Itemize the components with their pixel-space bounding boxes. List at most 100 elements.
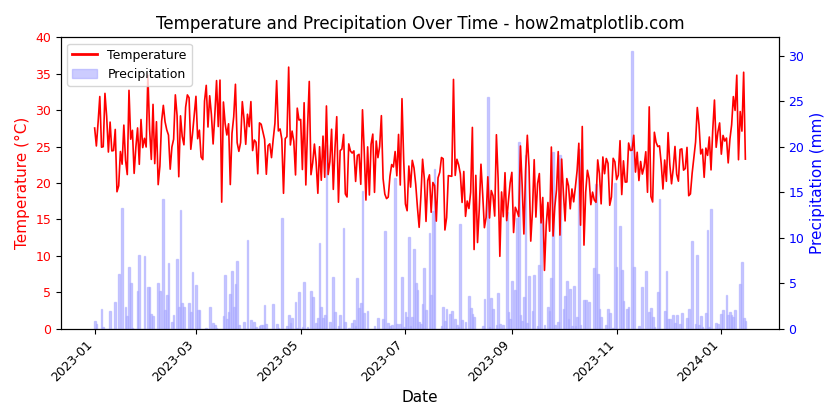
Bar xyxy=(487,97,489,329)
Bar xyxy=(739,284,741,329)
Bar xyxy=(701,327,703,329)
Bar xyxy=(389,326,391,329)
Bar xyxy=(339,315,341,329)
Bar xyxy=(391,325,392,329)
Bar xyxy=(231,270,233,329)
Bar xyxy=(137,291,139,329)
Bar xyxy=(676,315,678,329)
Bar xyxy=(496,325,497,329)
Bar xyxy=(374,326,375,329)
Bar xyxy=(734,310,736,329)
Bar xyxy=(550,278,552,329)
Bar xyxy=(318,243,320,329)
Bar xyxy=(354,326,356,329)
Bar xyxy=(696,255,698,329)
Bar xyxy=(152,317,154,329)
Bar xyxy=(522,320,523,329)
Bar xyxy=(516,218,518,329)
Bar xyxy=(722,310,724,329)
Bar xyxy=(471,314,473,329)
Bar xyxy=(732,317,734,329)
Bar xyxy=(348,328,349,329)
Bar xyxy=(657,292,659,329)
Bar xyxy=(159,291,160,329)
Bar xyxy=(265,324,267,329)
Bar xyxy=(708,327,710,329)
Bar xyxy=(606,325,607,329)
Bar xyxy=(364,313,365,329)
Bar xyxy=(272,304,274,329)
Bar xyxy=(320,307,323,329)
Bar xyxy=(648,312,650,329)
Bar xyxy=(118,273,119,329)
Bar xyxy=(705,313,706,329)
Bar xyxy=(109,311,111,329)
Bar xyxy=(213,323,214,329)
Bar xyxy=(593,268,595,329)
Bar xyxy=(743,318,744,329)
Bar xyxy=(286,326,288,329)
Bar xyxy=(499,323,501,329)
Bar xyxy=(492,309,494,329)
Bar xyxy=(459,224,461,329)
Bar xyxy=(710,209,711,329)
Bar xyxy=(157,283,159,329)
Bar xyxy=(407,317,408,329)
Bar xyxy=(514,290,516,329)
Bar xyxy=(129,267,130,329)
Bar xyxy=(566,281,568,329)
Bar xyxy=(667,319,669,329)
Bar xyxy=(139,255,140,329)
Bar xyxy=(178,307,180,329)
Bar xyxy=(559,155,561,329)
Bar xyxy=(698,325,700,329)
Bar xyxy=(144,256,145,329)
Bar xyxy=(609,312,611,329)
Bar xyxy=(356,278,358,329)
Bar xyxy=(585,300,586,329)
Bar xyxy=(329,322,331,329)
Bar xyxy=(547,307,549,329)
Bar xyxy=(124,307,126,329)
Bar xyxy=(226,319,228,329)
Bar xyxy=(164,310,166,329)
Bar xyxy=(353,320,354,329)
Bar xyxy=(432,211,433,329)
Bar xyxy=(126,316,129,329)
Bar xyxy=(338,326,339,329)
Bar xyxy=(410,326,412,329)
Bar xyxy=(633,267,635,329)
Bar xyxy=(533,275,535,329)
Bar xyxy=(195,285,197,329)
Bar xyxy=(413,249,415,329)
Bar xyxy=(695,324,696,329)
Bar xyxy=(588,302,590,329)
Bar xyxy=(430,295,432,329)
Bar xyxy=(669,319,670,329)
X-axis label: Date: Date xyxy=(402,390,438,405)
Bar xyxy=(511,281,512,329)
Bar xyxy=(223,315,224,329)
Bar xyxy=(744,321,746,329)
Bar xyxy=(423,268,425,329)
Bar xyxy=(616,268,617,329)
Bar xyxy=(250,320,252,329)
Bar xyxy=(209,307,211,329)
Bar xyxy=(399,324,402,329)
Bar xyxy=(537,326,538,329)
Bar xyxy=(276,324,277,329)
Bar xyxy=(147,287,149,329)
Bar xyxy=(298,292,300,329)
Bar xyxy=(470,308,471,329)
Bar xyxy=(441,326,443,329)
Bar xyxy=(102,327,104,329)
Bar xyxy=(255,327,257,329)
Bar xyxy=(377,318,379,329)
Bar xyxy=(228,312,229,329)
Bar xyxy=(451,311,453,329)
Bar xyxy=(323,318,324,329)
Bar xyxy=(307,327,308,329)
Bar xyxy=(420,324,422,329)
Bar xyxy=(568,319,570,329)
Bar xyxy=(149,287,150,329)
